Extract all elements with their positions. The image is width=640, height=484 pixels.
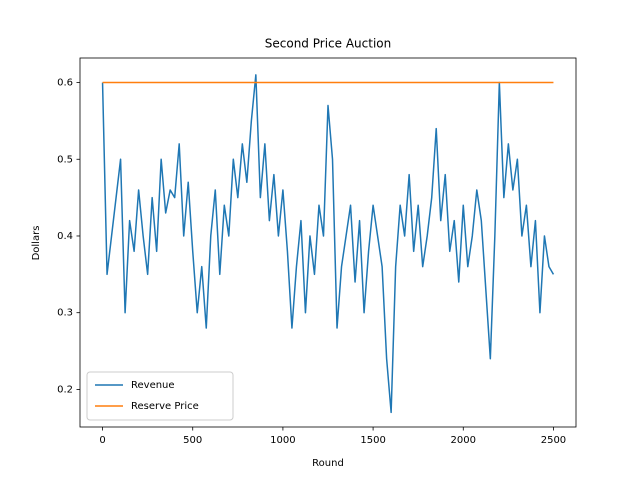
x-tick-label: 0 — [99, 435, 105, 446]
x-tick-label: 2000 — [451, 435, 476, 446]
y-tick-label: 0.2 — [57, 384, 73, 395]
x-tick-label: 1500 — [360, 435, 385, 446]
y-tick-label: 0.4 — [57, 231, 73, 242]
data-line — [101, 74, 555, 414]
legend-box — [86, 371, 234, 421]
legend-label: Revenue — [131, 380, 175, 391]
y-axis-label: Dollars — [31, 226, 42, 261]
chart-title: Second Price Auction — [265, 37, 391, 51]
y-tick-label: 0.3 — [57, 308, 73, 319]
y-tick-label: 0.5 — [57, 154, 73, 165]
y-tick-label: 0.6 — [57, 78, 73, 89]
x-tick-label: 500 — [183, 435, 202, 446]
axes-frame — [79, 57, 577, 428]
x-tick-label: 1000 — [270, 435, 295, 446]
legend-label: Reserve Price — [131, 401, 199, 412]
x-tick-label: 2500 — [541, 435, 566, 446]
x-axis-label: Round — [312, 458, 344, 469]
